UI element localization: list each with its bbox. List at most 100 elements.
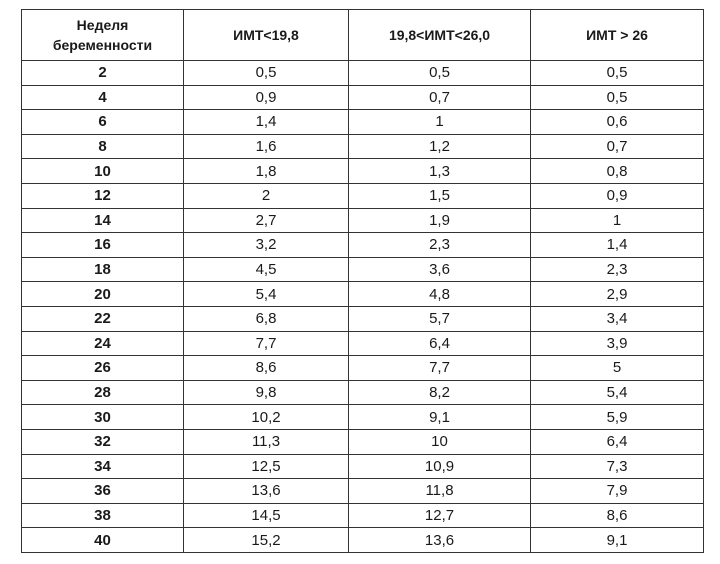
bmi-normal-cell: 3,6 bbox=[348, 256, 531, 283]
bmi-low-cell: 15,2 bbox=[183, 527, 349, 553]
header-bmi-low: ИМТ<19,8 bbox=[183, 9, 349, 61]
table-row: 34 12,5 10,9 7,3 bbox=[21, 453, 704, 480]
table-row: 32 11,3 10 6,4 bbox=[21, 428, 704, 455]
bmi-low-cell: 11,3 bbox=[183, 428, 349, 455]
bmi-high-cell: 5,9 bbox=[530, 404, 704, 430]
bmi-low-cell: 14,5 bbox=[183, 502, 349, 529]
bmi-normal-cell: 10,9 bbox=[348, 453, 531, 480]
week-cell: 24 bbox=[21, 330, 184, 357]
table-row: 26 8,6 7,7 5 bbox=[21, 355, 704, 381]
table-row: 38 14,5 12,7 8,6 bbox=[21, 502, 704, 529]
bmi-low-cell: 12,5 bbox=[183, 453, 349, 480]
header-week: Неделя беременности bbox=[21, 9, 184, 61]
table-row: 6 1,4 1 0,6 bbox=[21, 109, 704, 135]
bmi-normal-cell: 2,3 bbox=[348, 232, 531, 258]
table-header: Неделя беременности ИМТ<19,8 19,8<ИМТ<26… bbox=[21, 9, 704, 61]
bmi-high-cell: 5,4 bbox=[530, 379, 704, 406]
bmi-low-cell: 1,8 bbox=[183, 158, 349, 184]
table-row: 18 4,5 3,6 2,3 bbox=[21, 256, 704, 283]
bmi-normal-cell: 7,7 bbox=[348, 355, 531, 381]
bmi-high-cell: 5 bbox=[530, 355, 704, 381]
bmi-high-cell: 8,6 bbox=[530, 502, 704, 529]
week-cell: 10 bbox=[21, 158, 184, 184]
week-cell: 8 bbox=[21, 133, 184, 160]
bmi-low-cell: 2,7 bbox=[183, 207, 349, 234]
week-cell: 6 bbox=[21, 109, 184, 135]
bmi-normal-cell: 1,2 bbox=[348, 133, 531, 160]
bmi-normal-cell: 6,4 bbox=[348, 330, 531, 357]
week-cell: 22 bbox=[21, 305, 184, 332]
bmi-high-cell: 0,5 bbox=[530, 84, 704, 111]
bmi-normal-cell: 1,9 bbox=[348, 207, 531, 234]
table-row: 12 2 1,5 0,9 bbox=[21, 182, 704, 209]
bmi-high-cell: 9,1 bbox=[530, 527, 704, 553]
week-cell: 2 bbox=[21, 60, 184, 86]
bmi-low-cell: 9,8 bbox=[183, 379, 349, 406]
bmi-high-cell: 0,6 bbox=[530, 109, 704, 135]
bmi-normal-cell: 4,8 bbox=[348, 281, 531, 307]
bmi-high-cell: 2,9 bbox=[530, 281, 704, 307]
header-bmi-high: ИМТ > 26 bbox=[530, 9, 704, 61]
table-row: 16 3,2 2,3 1,4 bbox=[21, 232, 704, 258]
table-row: 8 1,6 1,2 0,7 bbox=[21, 133, 704, 160]
bmi-normal-cell: 1 bbox=[348, 109, 531, 135]
weight-gain-table: Неделя беременности ИМТ<19,8 19,8<ИМТ<26… bbox=[21, 9, 704, 553]
bmi-high-cell: 7,9 bbox=[530, 478, 704, 504]
table-row: 36 13,6 11,8 7,9 bbox=[21, 478, 704, 504]
bmi-high-cell: 0,9 bbox=[530, 182, 704, 209]
bmi-high-cell: 3,4 bbox=[530, 305, 704, 332]
week-cell: 32 bbox=[21, 428, 184, 455]
bmi-high-cell: 0,5 bbox=[530, 60, 704, 86]
bmi-high-cell: 3,9 bbox=[530, 330, 704, 357]
bmi-high-cell: 6,4 bbox=[530, 428, 704, 455]
week-cell: 14 bbox=[21, 207, 184, 234]
bmi-high-cell: 1 bbox=[530, 207, 704, 234]
header-week-line-2: беременности bbox=[52, 37, 153, 53]
week-cell: 38 bbox=[21, 502, 184, 529]
week-cell: 4 bbox=[21, 84, 184, 111]
table-row: 10 1,8 1,3 0,8 bbox=[21, 158, 704, 184]
bmi-high-cell: 0,7 bbox=[530, 133, 704, 160]
table-row: 4 0,9 0,7 0,5 bbox=[21, 84, 704, 111]
bmi-normal-cell: 1,5 bbox=[348, 182, 531, 209]
week-cell: 16 bbox=[21, 232, 184, 258]
bmi-low-cell: 2 bbox=[183, 182, 349, 209]
bmi-low-cell: 1,6 bbox=[183, 133, 349, 160]
bmi-high-cell: 0,8 bbox=[530, 158, 704, 184]
table-row: 20 5,4 4,8 2,9 bbox=[21, 281, 704, 307]
bmi-low-cell: 3,2 bbox=[183, 232, 349, 258]
bmi-normal-cell: 0,5 bbox=[348, 60, 531, 86]
bmi-low-cell: 0,5 bbox=[183, 60, 349, 86]
bmi-normal-cell: 8,2 bbox=[348, 379, 531, 406]
week-cell: 30 bbox=[21, 404, 184, 430]
bmi-normal-cell: 9,1 bbox=[348, 404, 531, 430]
table-row: 28 9,8 8,2 5,4 bbox=[21, 379, 704, 406]
bmi-normal-cell: 11,8 bbox=[348, 478, 531, 504]
bmi-low-cell: 6,8 bbox=[183, 305, 349, 332]
header-bmi-normal: 19,8<ИМТ<26,0 bbox=[348, 9, 531, 61]
bmi-low-cell: 0,9 bbox=[183, 84, 349, 111]
bmi-high-cell: 1,4 bbox=[530, 232, 704, 258]
bmi-high-cell: 2,3 bbox=[530, 256, 704, 283]
table-row: 2 0,5 0,5 0,5 bbox=[21, 60, 704, 86]
header-week-line-1: Неделя bbox=[76, 17, 129, 33]
table-row: 22 6,8 5,7 3,4 bbox=[21, 305, 704, 332]
bmi-low-cell: 1,4 bbox=[183, 109, 349, 135]
week-cell: 20 bbox=[21, 281, 184, 307]
bmi-normal-cell: 13,6 bbox=[348, 527, 531, 553]
bmi-low-cell: 13,6 bbox=[183, 478, 349, 504]
week-cell: 26 bbox=[21, 355, 184, 381]
table-row: 30 10,2 9,1 5,9 bbox=[21, 404, 704, 430]
bmi-low-cell: 10,2 bbox=[183, 404, 349, 430]
bmi-normal-cell: 0,7 bbox=[348, 84, 531, 111]
bmi-low-cell: 5,4 bbox=[183, 281, 349, 307]
table-body: 2 0,5 0,5 0,5 4 0,9 0,7 0,5 6 1,4 1 0,6 8 1,6 1,2 0,7 10… bbox=[21, 60, 704, 553]
bmi-normal-cell: 12,7 bbox=[348, 502, 531, 529]
bmi-normal-cell: 10 bbox=[348, 428, 531, 455]
table-row: 14 2,7 1,9 1 bbox=[21, 207, 704, 234]
table-row: 40 15,2 13,6 9,1 bbox=[21, 527, 704, 553]
bmi-low-cell: 8,6 bbox=[183, 355, 349, 381]
week-cell: 36 bbox=[21, 478, 184, 504]
bmi-low-cell: 7,7 bbox=[183, 330, 349, 357]
header-row: Неделя беременности ИМТ<19,8 19,8<ИМТ<26… bbox=[21, 9, 704, 61]
